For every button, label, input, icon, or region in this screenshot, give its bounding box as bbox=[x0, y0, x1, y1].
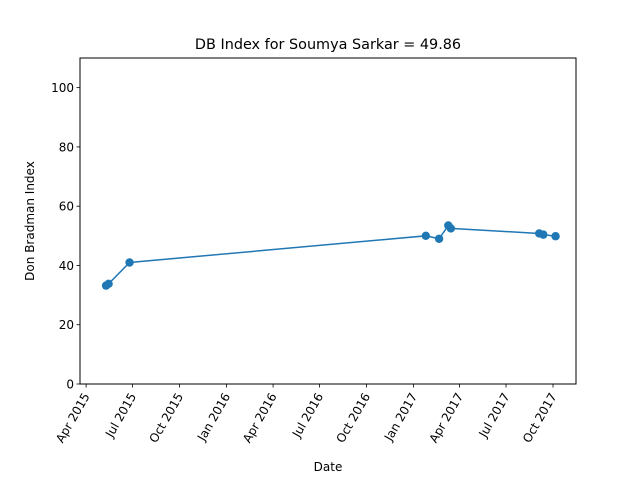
x-tick-label: Jul 2015 bbox=[102, 391, 139, 441]
x-tick-label: Apr 2017 bbox=[426, 391, 466, 446]
data-point bbox=[125, 258, 134, 267]
x-axis: Apr 2015 Jul 2015 Oct 2015 Jan 2016 Apr 2016… bbox=[53, 384, 560, 445]
data-point bbox=[446, 224, 456, 233]
x-axis-label: Date bbox=[314, 460, 343, 474]
y-tick-label: 60 bbox=[59, 200, 74, 214]
y-axis-label: Don Bradman Index bbox=[23, 161, 37, 281]
series-line bbox=[105, 224, 556, 287]
x-tick-label: Oct 2016 bbox=[333, 391, 373, 446]
data-point bbox=[434, 234, 444, 243]
data-point bbox=[551, 232, 560, 241]
x-tick-label: Jan 2017 bbox=[381, 391, 420, 445]
chart-title: DB Index for Soumya Sarkar = 49.86 bbox=[195, 37, 461, 53]
y-tick-label: 40 bbox=[59, 259, 74, 273]
y-tick-label: 100 bbox=[51, 81, 74, 95]
x-tick-label: Jan 2016 bbox=[194, 391, 233, 445]
data-point bbox=[421, 231, 431, 241]
y-tick-label: 0 bbox=[66, 378, 74, 392]
y-tick-label: 20 bbox=[59, 318, 74, 332]
x-tick-label: Apr 2015 bbox=[53, 391, 93, 446]
x-tick-label: Oct 2017 bbox=[520, 391, 560, 446]
x-tick-label: Apr 2016 bbox=[240, 391, 280, 446]
y-axis: 0 20 40 60 80 100 bbox=[51, 81, 80, 392]
data-point bbox=[539, 230, 548, 239]
plot-area bbox=[79, 57, 577, 385]
x-tick-label: Jul 2016 bbox=[289, 391, 326, 441]
data-point bbox=[104, 279, 113, 289]
x-tick-label: Oct 2015 bbox=[147, 391, 187, 446]
y-tick-label: 80 bbox=[59, 140, 74, 154]
series-layer bbox=[101, 221, 560, 290]
x-tick-label: Jul 2017 bbox=[476, 391, 513, 441]
